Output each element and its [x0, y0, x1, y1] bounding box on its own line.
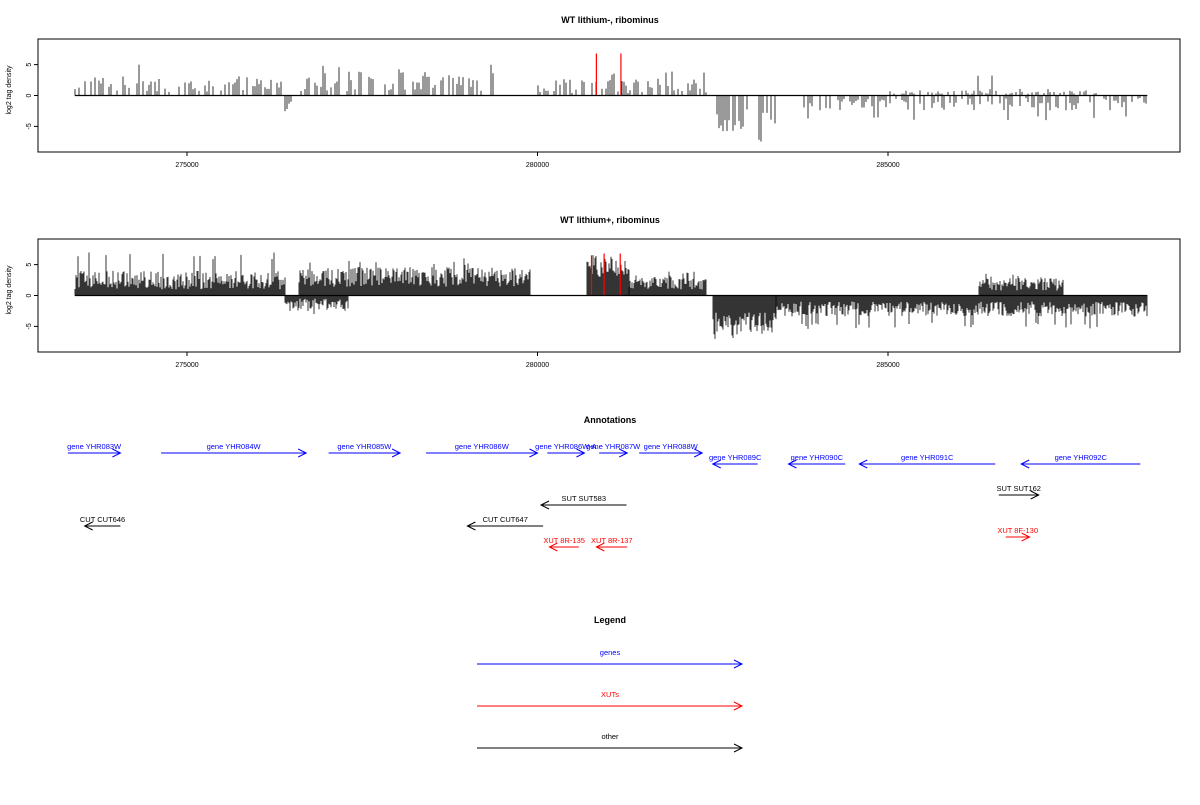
feature-label: XUT 8R-135: [543, 536, 585, 545]
legend-entry-xuts: XUTs: [477, 690, 744, 711]
feature-arrow-head: [595, 542, 605, 552]
feature-xut-8r-137: XUT 8R-137: [591, 536, 633, 552]
feature-arrow-head: [694, 448, 704, 458]
feature-label: CUT CUT646: [80, 515, 125, 524]
feature-arrow-head: [539, 500, 550, 510]
feature-label: SUT SUT162: [997, 484, 1041, 493]
feature-gene-yhr088w: gene YHR088W: [639, 442, 704, 458]
feature-arrow-head: [391, 448, 402, 458]
y-tick-label: -5: [26, 323, 33, 329]
legend-panel: Legend genes XUTs other: [477, 615, 744, 753]
feature-gene-yhr092c: gene YHR092C: [1020, 453, 1141, 469]
feature-gene-yhr084w: gene YHR084W: [161, 442, 308, 458]
track-title-lithium-plus: WT lithium+, ribominus: [560, 215, 660, 225]
track-panel-lithium-minus: WT lithium-, ribominus log2 tag density …: [6, 15, 1181, 169]
x-tick-label: 285000: [876, 362, 899, 369]
feature-label: gene YHR085W: [337, 442, 392, 451]
annotations-title: Annotations: [584, 415, 637, 425]
feature-arrow-head: [787, 459, 797, 469]
feature-label: gene YHR087W: [586, 442, 641, 451]
track-title-lithium-minus: WT lithium-, ribominus: [561, 15, 659, 25]
feature-label: XUT 8R-137: [591, 536, 633, 545]
feature-arrow-head: [83, 521, 93, 531]
feature-arrow-head: [1020, 459, 1030, 469]
feature-gene-yhr089c: gene YHR089C: [709, 453, 762, 469]
legend-arrow-head: [733, 743, 744, 753]
feature-gene-yhr090c: gene YHR090C: [787, 453, 846, 469]
feature-arrow-head: [112, 448, 122, 458]
x-tick-label: 275000: [175, 362, 198, 369]
feature-arrow-head: [576, 448, 586, 458]
feature-cut-cut646: CUT CUT646: [80, 515, 125, 531]
feature-label: gene YHR083W: [67, 442, 122, 451]
legend-title: Legend: [594, 615, 626, 625]
y-tick-label: 0: [26, 293, 33, 297]
feature-xut-8f-130: XUT 8F-130: [997, 526, 1038, 542]
x-tick-label: 285000: [876, 162, 899, 169]
x-tick-label: 275000: [175, 162, 198, 169]
feature-label: CUT CUT647: [483, 515, 528, 524]
legend-arrow-head: [733, 701, 744, 711]
feature-label: gene YHR090C: [791, 453, 844, 462]
legend-entries: genes XUTs other: [477, 648, 744, 753]
feature-xut-8r-135: XUT 8R-135: [543, 536, 585, 552]
feature-label: gene YHR086W-A: [535, 442, 596, 451]
legend-entry-genes: genes: [477, 648, 744, 669]
annotations-panel: Annotations gene YHR083W gene YHR084W gene…: [67, 415, 1141, 552]
feature-arrow-head: [548, 542, 558, 552]
track-panel-lithium-plus: WT lithium+, ribominus log2 tag density …: [6, 215, 1181, 369]
feature-arrow-head: [466, 521, 476, 531]
axes-lithium-minus: -5 0 5 275000 280000 285000: [26, 63, 1148, 169]
legend-label: genes: [600, 648, 621, 657]
feature-label: SUT SUT583: [562, 494, 606, 503]
feature-arrow-head: [1030, 490, 1040, 500]
legend-entry-other: other: [477, 732, 744, 753]
feature-arrow-head: [529, 448, 539, 458]
bar-series-lithium-plus: [74, 252, 1148, 339]
y-tick-label: -5: [26, 123, 33, 129]
y-tick-label: 0: [26, 93, 33, 97]
feature-sut-sut583: SUT SUT583: [539, 494, 627, 510]
feature-arrow-head: [297, 448, 308, 458]
legend-label: other: [601, 732, 619, 741]
feature-gene-yhr087w: gene YHR087W: [586, 442, 641, 458]
x-tick-label: 280000: [526, 362, 549, 369]
y-axis-label-lithium-plus: log2 tag density: [6, 265, 13, 315]
feature-arrow-head: [619, 448, 629, 458]
legend-label: XUTs: [601, 690, 619, 699]
feature-gene-yhr083w: gene YHR083W: [67, 442, 122, 458]
feature-arrow-head: [858, 459, 868, 469]
feature-gene-yhr085w: gene YHR085W: [328, 442, 402, 458]
feature-arrow-head: [711, 459, 721, 469]
feature-gene-yhr086w: gene YHR086W: [426, 442, 539, 458]
x-tick-label: 280000: [526, 162, 549, 169]
feature-label: XUT 8F-130: [997, 526, 1038, 535]
feature-gene-yhr091c: gene YHR091C: [858, 453, 996, 469]
feature-label: gene YHR084W: [207, 442, 262, 451]
feature-sut-sut162: SUT SUT162: [997, 484, 1041, 500]
bar-series-lithium-minus: [74, 53, 1147, 142]
feature-cut-cut647: CUT CUT647: [466, 515, 544, 531]
y-axis-label-lithium-minus: log2 tag density: [6, 65, 13, 115]
feature-label: gene YHR088W: [644, 442, 699, 451]
axes-lithium-plus: -5 0 5 275000 280000 285000: [26, 263, 1148, 369]
feature-arrow-head: [1021, 532, 1031, 542]
y-tick-label: 5: [26, 263, 33, 267]
feature-gene-yhr086w-a: gene YHR086W-A: [535, 442, 597, 458]
feature-label: gene YHR089C: [709, 453, 762, 462]
annotation-features: gene YHR083W gene YHR084W gene YHR085W gene…: [67, 442, 1141, 552]
feature-label: gene YHR091C: [901, 453, 954, 462]
legend-arrow-head: [733, 659, 744, 669]
y-tick-label: 5: [26, 63, 33, 67]
feature-label: gene YHR086W: [455, 442, 510, 451]
feature-label: gene YHR092C: [1055, 453, 1108, 462]
